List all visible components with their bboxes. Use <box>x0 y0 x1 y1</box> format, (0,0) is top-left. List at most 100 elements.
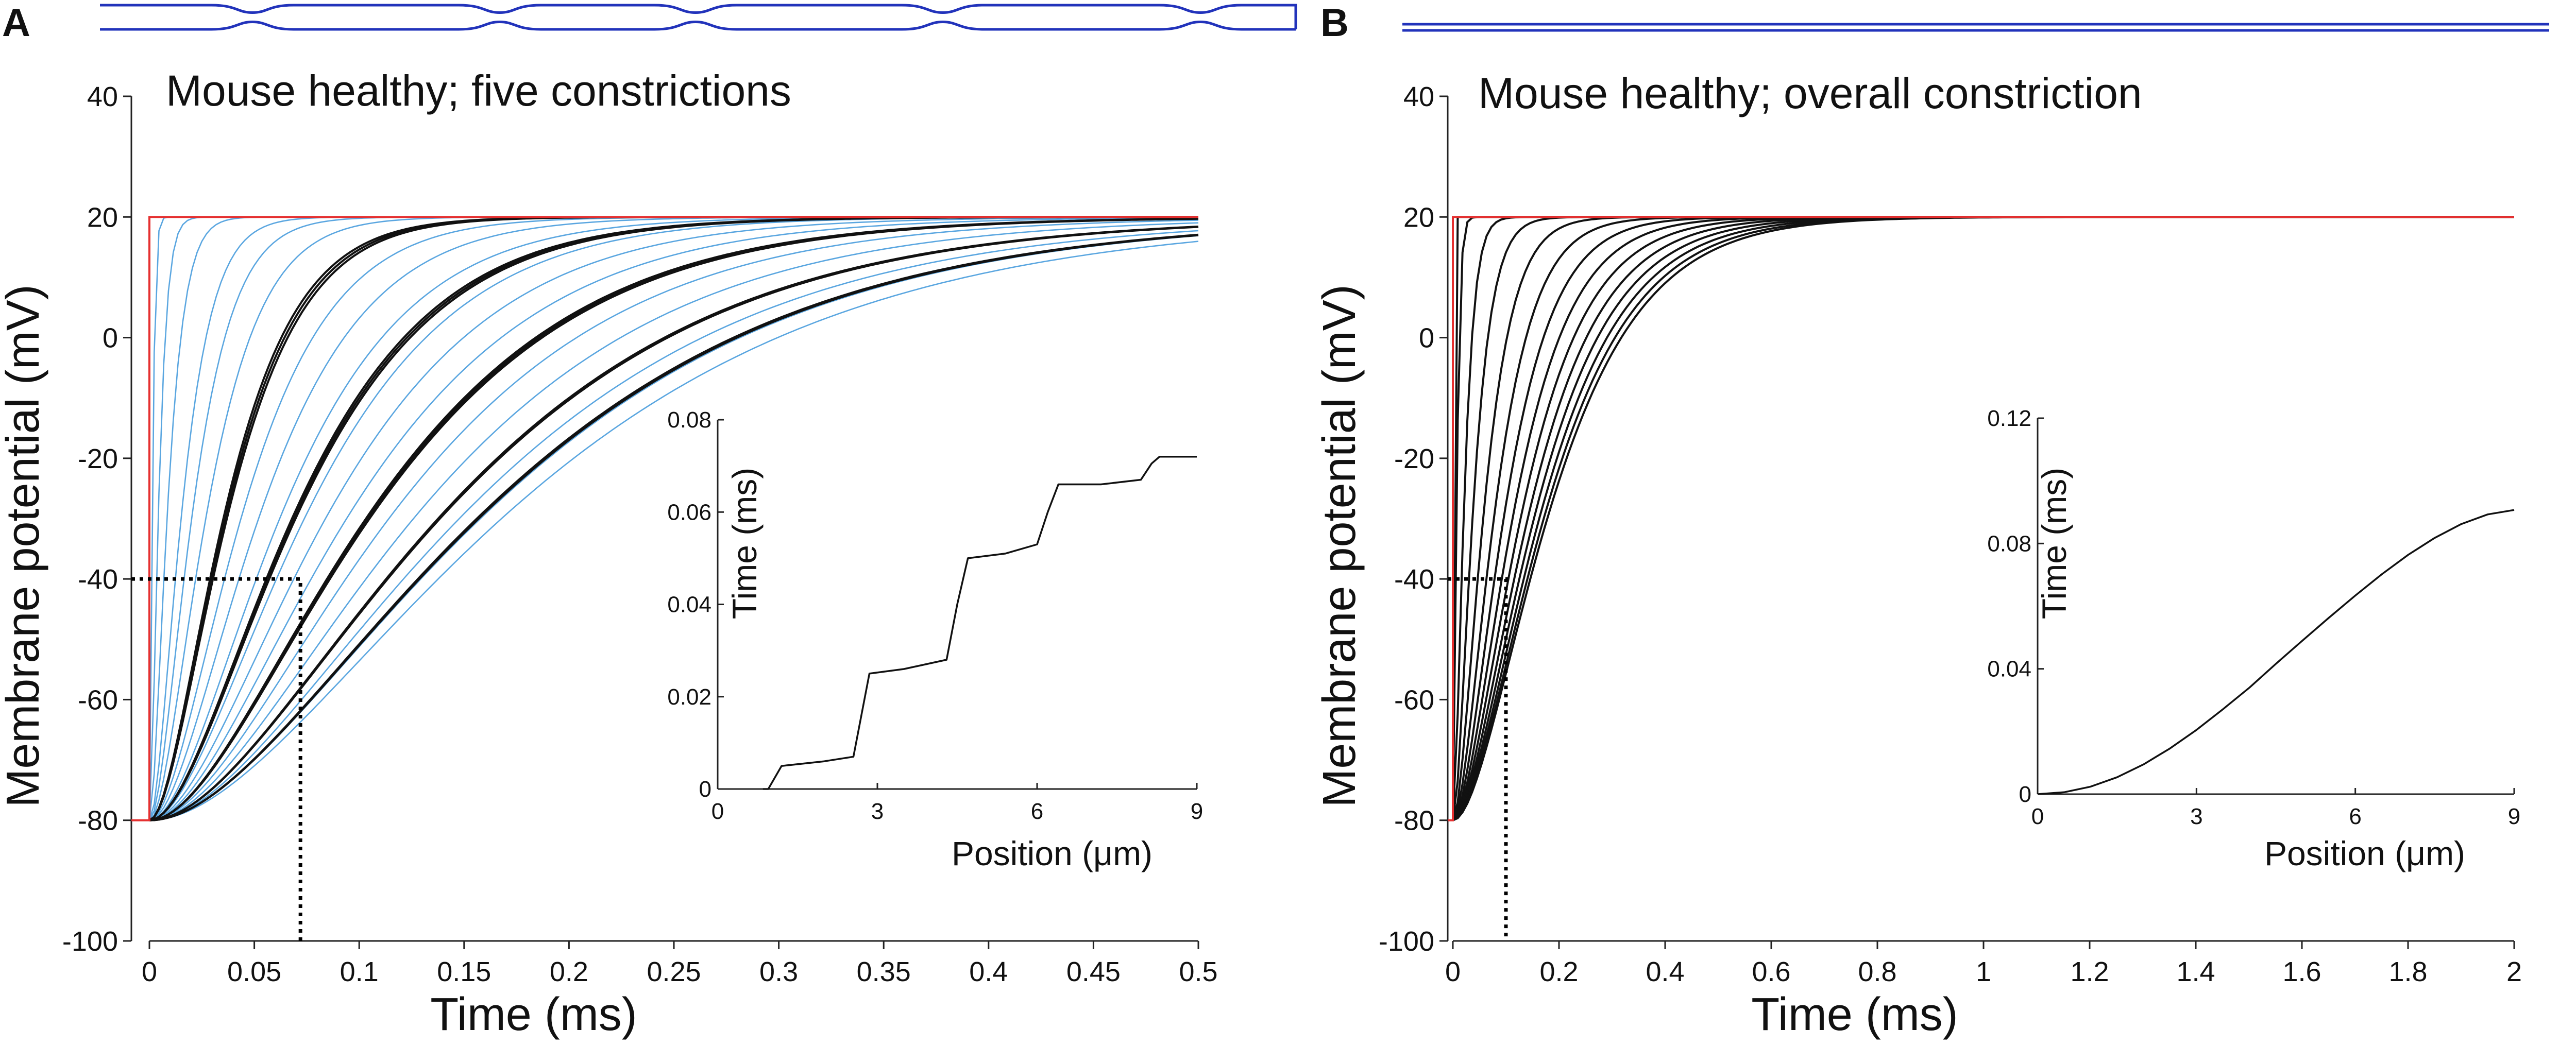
x-axis-title-b: Time (ms) <box>1751 989 1958 1040</box>
x-tick-label-a: 0.35 <box>857 956 911 987</box>
inset-y-tick-label-b: 0.12 <box>1987 406 2031 431</box>
x-tick-label-b: 1.4 <box>2176 956 2215 987</box>
x-tick-label-b: 0.4 <box>1646 956 1684 987</box>
fiber-schematic-overall-constriction <box>1402 23 2549 32</box>
inset-x-tick-label-b: 0 <box>2031 804 2044 829</box>
x-tick-label-b: 0 <box>1445 956 1461 987</box>
x-tick-label-b: 0.8 <box>1858 956 1896 987</box>
trace-a <box>149 234 1199 821</box>
x-tick-label-b: 0.2 <box>1539 956 1578 987</box>
x-tick-label-a: 0.1 <box>340 956 379 987</box>
trace-b <box>1452 216 2514 820</box>
y-tick-label-b: -60 <box>1394 684 1434 715</box>
trace-a <box>149 230 1199 821</box>
y-tick-label-b: -40 <box>1394 564 1434 595</box>
trace-b <box>1452 216 2514 821</box>
trace-b <box>1452 216 2514 821</box>
y-axis-title-a: Membrane potential (mV) <box>0 284 49 807</box>
inset-x-tick-label-b: 3 <box>2190 804 2202 829</box>
inset-y-axis-title-b: Time (ms) <box>2035 468 2073 620</box>
inset-y-tick-label-a: 0.02 <box>667 684 711 710</box>
stimulus-step-a <box>131 216 1198 821</box>
y-tick-label-a: 20 <box>87 202 118 233</box>
y-tick-label-a: -100 <box>62 926 118 957</box>
trace-b <box>1452 216 2514 821</box>
x-tick-label-a: 0.15 <box>437 956 491 987</box>
x-tick-label-a: 0 <box>142 956 157 987</box>
x-tick-label-a: 0.45 <box>1066 956 1121 987</box>
fiber-schematic-five-constrictions <box>100 4 1297 31</box>
trace-a <box>149 241 1199 821</box>
y-tick-label-b: 0 <box>1419 323 1434 354</box>
x-axis-title-a: Time (ms) <box>430 989 637 1040</box>
inset-x-axis-title-b: Position (μm) <box>2264 834 2465 872</box>
x-tick-label-b: 1.8 <box>2388 956 2427 987</box>
trace-a <box>149 235 1199 821</box>
trace-b <box>1452 216 2514 821</box>
panel-b: B Mouse healthy; overall constriction Me… <box>1314 1 2549 1040</box>
trace-b <box>1452 216 2514 821</box>
inset-x-tick-label-a: 0 <box>711 799 724 824</box>
y-tick-label-b: 20 <box>1403 202 1434 233</box>
trace-a <box>149 219 1199 821</box>
chart-title-b: Mouse healthy; overall constriction <box>1478 69 2142 117</box>
stimulus-step-b <box>1448 216 2514 821</box>
panel-letter-a: A <box>2 1 30 45</box>
trace-b <box>1452 216 2514 821</box>
x-tick-label-b: 2 <box>2506 956 2522 987</box>
trace-a <box>149 222 1199 821</box>
inset-y-tick-label-a: 0.06 <box>667 500 711 525</box>
trace-b <box>1452 216 2514 821</box>
threshold-guide-b <box>1448 577 1508 941</box>
inset-y-axis-title-a: Time (ms) <box>725 468 764 620</box>
trace-a <box>149 226 1199 821</box>
inset-plot-b: 0 0.04 0.08 0.12 0 3 6 9 <box>1987 406 2520 829</box>
y-axis-title-b: Membrane potential (mV) <box>1314 284 1365 807</box>
trace-b <box>1452 216 2514 820</box>
trace-b <box>1452 216 2514 820</box>
x-tick-label-a: 0.3 <box>759 956 798 987</box>
y-tick-label-a: -20 <box>78 443 118 474</box>
trace-b <box>1452 216 2514 820</box>
y-tick-label-a: -40 <box>78 564 118 595</box>
trace-b <box>1452 216 2514 821</box>
y-tick-label-a: -60 <box>78 684 118 715</box>
x-tick-label-b: 0.6 <box>1752 956 1790 987</box>
inset-x-tick-label-b: 6 <box>2349 804 2361 829</box>
chart-title-a: Mouse healthy; five constrictions <box>166 66 791 115</box>
x-tick-label-a: 0.25 <box>647 956 701 987</box>
x-tick-label-b: 1.6 <box>2282 956 2321 987</box>
inset-curve-b <box>2037 509 2515 795</box>
inset-y-tick-label-b: 0 <box>2019 782 2031 807</box>
inset-y-tick-label-a: 0.04 <box>667 592 711 618</box>
main-plot-a: -100 -80 -60 -40 -20 0 20 40 0 0.05 0.1 0.15 0.2 0.25… <box>62 81 1218 987</box>
inset-plot-a: 0 0.02 0.04 0.06 0.08 0 3 6 9 <box>667 407 1203 824</box>
inset-y-tick-label-b: 0.04 <box>1987 657 2031 682</box>
y-tick-label-b: 40 <box>1403 81 1434 112</box>
y-tick-label-b: -80 <box>1394 805 1434 836</box>
inset-x-tick-label-b: 9 <box>2508 804 2520 829</box>
inset-y-tick-label-b: 0.08 <box>1987 531 2031 556</box>
trace-a <box>149 233 1199 821</box>
x-tick-label-a: 0.5 <box>1179 956 1217 987</box>
inset-x-tick-label-a: 3 <box>871 799 884 824</box>
inset-y-tick-label-a: 0.08 <box>667 407 711 433</box>
panel-letter-b: B <box>1320 1 1349 45</box>
x-tick-label-a: 0.2 <box>550 956 588 987</box>
trace-b <box>1452 216 2514 821</box>
trace-a <box>149 217 1199 821</box>
y-tick-label-b: -100 <box>1379 926 1434 957</box>
inset-curve-a <box>762 455 1197 790</box>
inset-x-tick-label-a: 9 <box>1191 799 1203 824</box>
threshold-guide-a <box>131 577 302 941</box>
inset-x-tick-label-a: 6 <box>1031 799 1043 824</box>
x-tick-label-a: 0.05 <box>227 956 281 987</box>
inset-y-tick-label-a: 0 <box>699 777 711 802</box>
panel-a: A Mouse healthy; five constrictions Memb… <box>0 1 1297 1040</box>
y-tick-label-a: 40 <box>87 81 118 112</box>
y-tick-label-a: -80 <box>78 805 118 836</box>
trace-b <box>1452 216 2514 821</box>
trace-a <box>149 217 1199 821</box>
